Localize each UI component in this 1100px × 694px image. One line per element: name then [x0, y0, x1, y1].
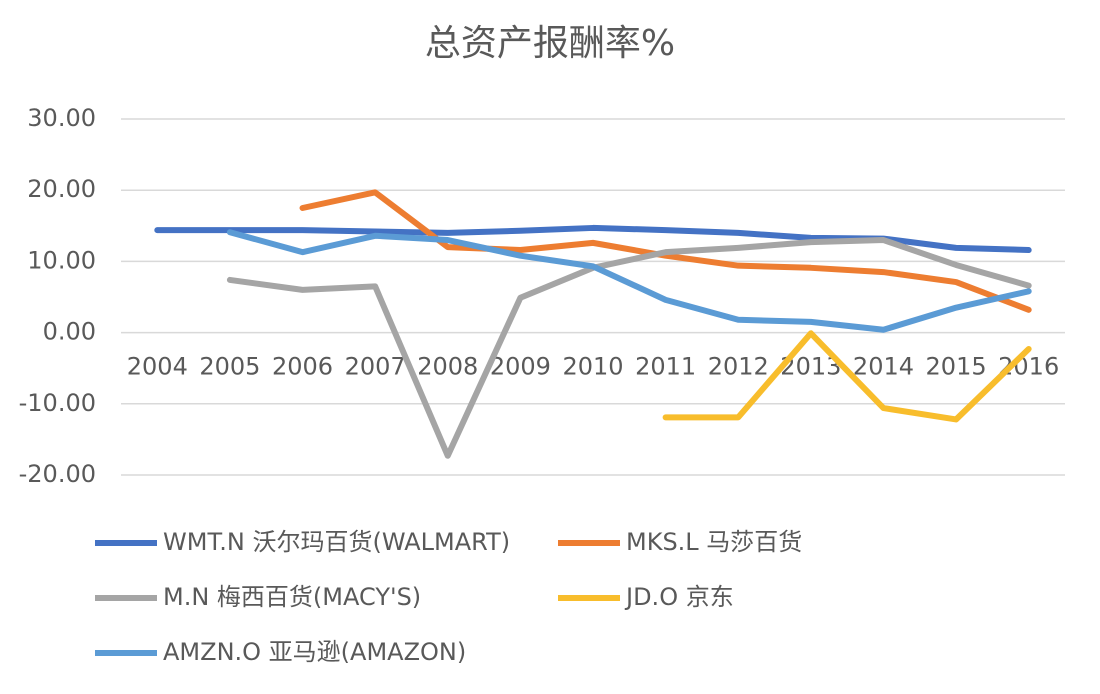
x-tick-label: 2014 [853, 353, 914, 381]
series-line [226, 229, 1032, 333]
series-line [299, 189, 1032, 313]
series-line [662, 330, 1032, 423]
series-line [226, 237, 1032, 459]
x-tick-label: 2004 [127, 353, 188, 381]
legend-label: JD.O 京东 [624, 583, 734, 611]
x-tick-label: 2006 [272, 353, 333, 381]
legend-label: MKS.L 马莎百货 [626, 528, 802, 556]
y-tick-label: 20.00 [27, 175, 96, 203]
chart-title: 总资产报酬率% [425, 23, 675, 64]
legend-label: AMZN.O 亚马逊(AMAZON) [163, 638, 466, 666]
legend-label: WMT.N 沃尔玛百货(WALMART) [163, 528, 510, 556]
x-tick-label: 2012 [708, 353, 769, 381]
x-tick-label: 2009 [490, 353, 551, 381]
x-tick-label: 2007 [345, 353, 406, 381]
x-tick-label: 2015 [926, 353, 987, 381]
legend-label: M.N 梅西百货(MACY'S) [163, 583, 421, 611]
x-tick-label: 2008 [417, 353, 478, 381]
x-tick-label: 2011 [635, 353, 696, 381]
x-tick-label: 2005 [199, 353, 260, 381]
y-tick-label: 30.00 [27, 104, 96, 132]
y-tick-label: 0.00 [43, 318, 96, 346]
y-tick-label: 10.00 [27, 246, 96, 274]
y-tick-label: -10.00 [19, 389, 96, 417]
y-tick-label: -20.00 [19, 460, 96, 488]
x-tick-label: 2010 [562, 353, 623, 381]
